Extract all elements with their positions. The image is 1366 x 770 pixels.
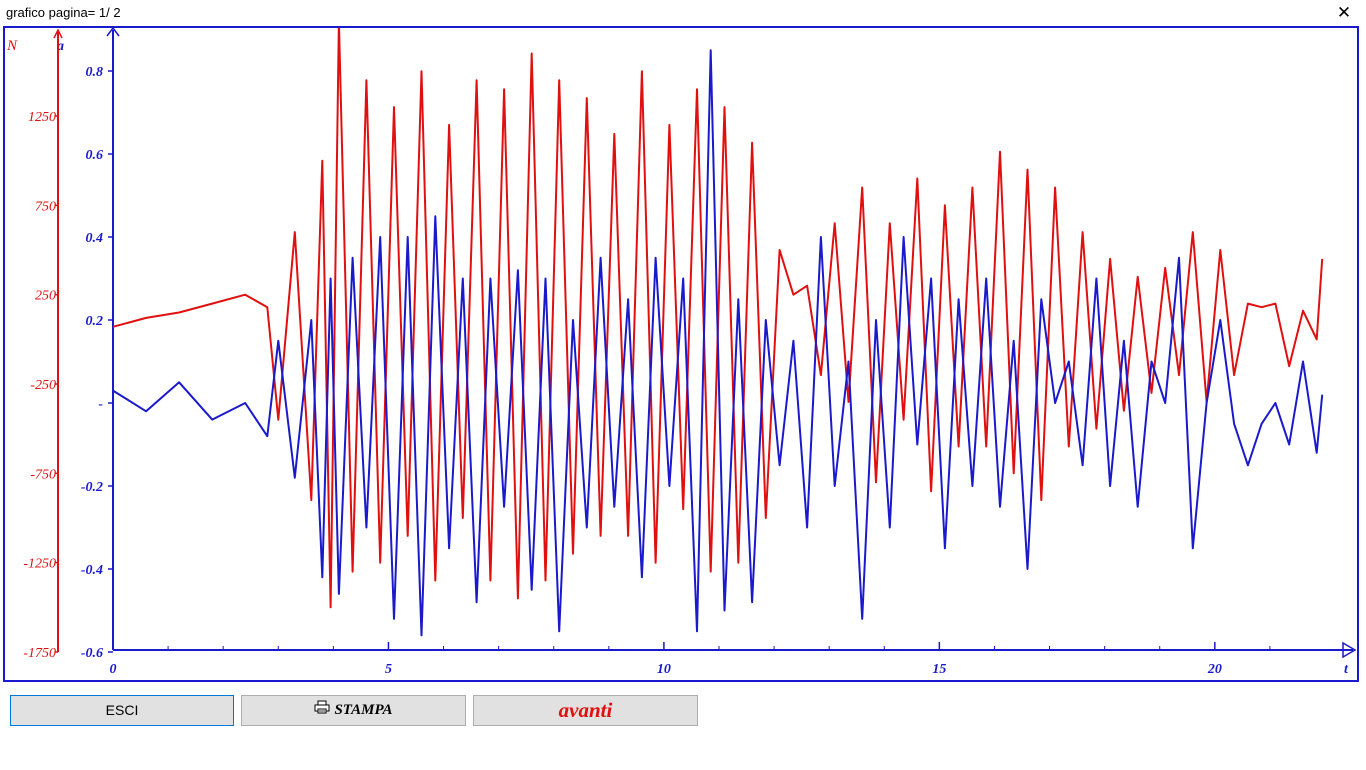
line-chart: 0 5 10 15 20 t 0.8 0.6 0.4 0.2 - -0.2 -0.4 -0.6 a 1250 7… [6,28,1357,677]
n-tick-label: 1250 [28,110,56,125]
series-line-a [112,49,1324,637]
n-tick-label: -1750 [23,646,56,661]
printer-icon [314,696,330,725]
x-tick-label: 10 [657,662,671,677]
window-title: grafico pagina= 1/ 2 [6,5,121,20]
title-bar: grafico pagina= 1/ 2 ✕ [0,0,1366,26]
a-axis-arrow [106,28,120,37]
x-tick-label: 5 [385,662,392,677]
n-tick-label: -750 [30,467,56,482]
avanti-button[interactable]: avanti [473,695,698,726]
n-tick-label: -250 [30,378,56,393]
x-axis-arrow [1342,641,1357,659]
stampa-label: STAMPA [334,702,393,718]
a-tick-label: 0.6 [86,148,104,163]
a-axis-label: a [57,39,64,54]
close-icon[interactable]: ✕ [1336,3,1352,23]
x-tick-label: 15 [932,662,946,677]
n-tick-label: -1250 [23,557,56,572]
stampa-button[interactable]: STAMPA [241,695,466,726]
n-axis-label: N [6,38,18,54]
a-tick-label: - [98,397,103,412]
a-tick-label: 0.2 [86,314,104,329]
a-tick-label: -0.2 [81,480,103,495]
esci-button[interactable]: ESCI [10,695,234,726]
a-tick-label: 0.8 [86,65,104,80]
a-tick-label: -0.6 [81,646,103,661]
n-axis-arrow [53,28,63,39]
a-tick-label: -0.4 [81,563,103,578]
avanti-label: avanti [558,698,613,722]
n-tick-label: 750 [35,199,56,214]
x-tick-label: 0 [110,662,117,677]
a-tick-label: 0.4 [86,231,104,246]
chart-frame: 0 5 10 15 20 t 0.8 0.6 0.4 0.2 - -0.2 -0.4 -0.6 a 1250 7… [3,26,1359,682]
x-axis-label: t [1344,662,1349,677]
n-tick-label: 250 [35,289,56,304]
esci-label: ESCI [105,702,139,718]
x-tick-label: 20 [1207,662,1222,677]
series-line-n [112,28,1324,609]
